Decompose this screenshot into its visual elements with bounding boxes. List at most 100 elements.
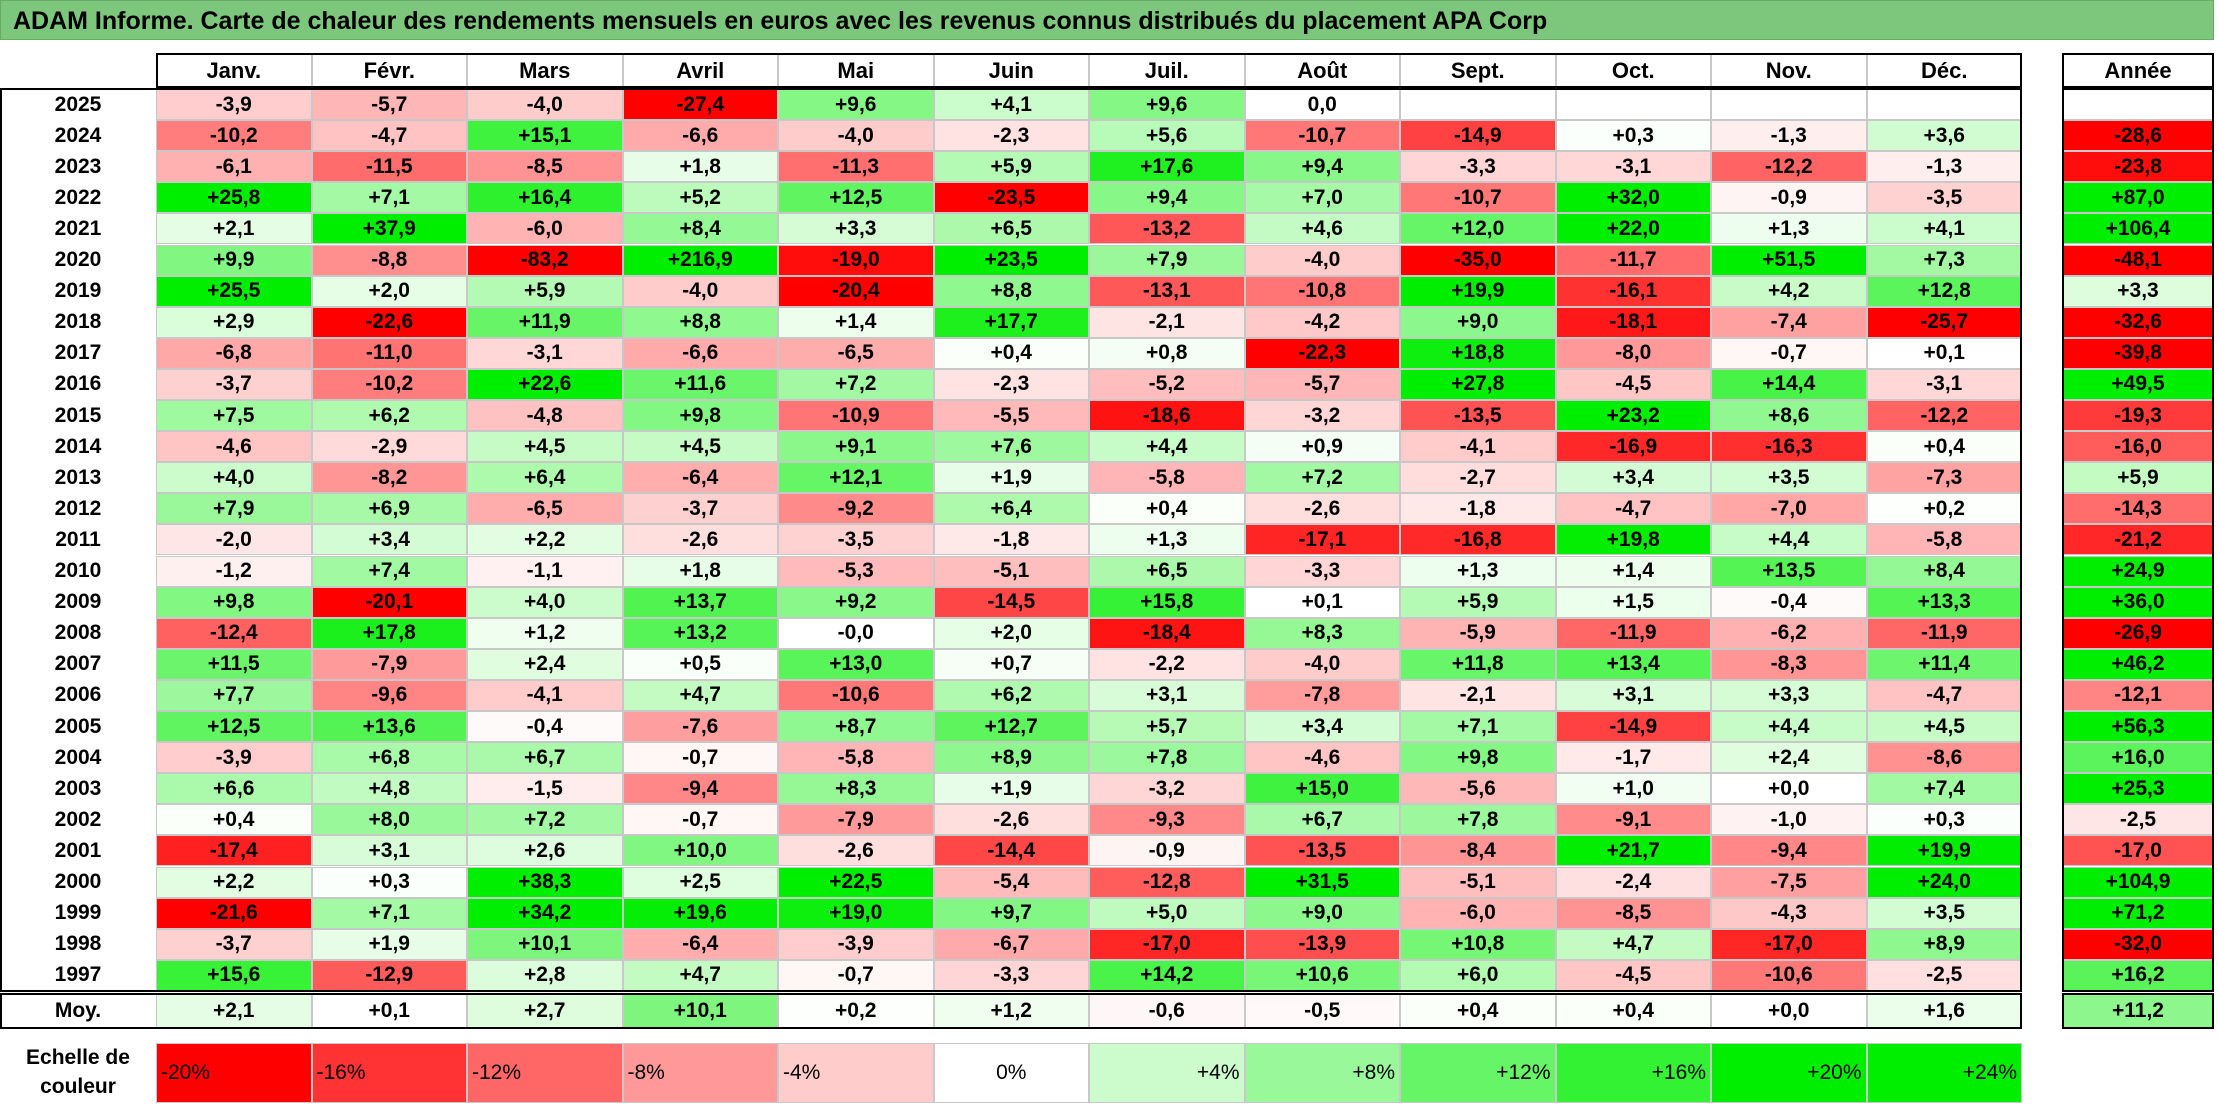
row-year-label: 2004	[54, 745, 102, 769]
heatmap-cell: -4,5	[1555, 959, 1711, 991]
heatmap-cell: -0,4	[467, 711, 623, 743]
scale-label-line1: Echelle de	[26, 1046, 130, 1069]
average-cell: -0,6	[1089, 994, 1245, 1028]
row-year-label: 2017	[54, 341, 102, 365]
heatmap-cell: -13,5	[1244, 835, 1400, 867]
heatmap-cell: +3,4	[1244, 711, 1400, 743]
heatmap-cell: -23,5	[933, 182, 1089, 214]
heatmap-cell: +19,8	[1555, 524, 1711, 556]
heatmap-cell: +4,6	[1244, 213, 1400, 245]
column-header: Mai	[778, 53, 934, 88]
heatmap-cell: +3,1	[1089, 679, 1245, 711]
heatmap-cell: -13,1	[1089, 275, 1245, 307]
heatmap-cell: +0,0	[1711, 773, 1867, 805]
heatmap-cell: +3,4	[1555, 462, 1711, 494]
heatmap-cell: +5,2	[622, 182, 778, 214]
heatmap-cell: -8,0	[1555, 337, 1711, 369]
heatmap-cell: -4,2	[1244, 306, 1400, 338]
heatmap-cell: +37,9	[311, 213, 467, 245]
heatmap-cell: +1,4	[1555, 555, 1711, 587]
row-year-label: 2011	[55, 527, 101, 551]
heatmap-cell: -9,4	[1711, 835, 1867, 867]
heatmap-cell: +7,2	[1244, 462, 1400, 494]
column-header: Mars	[467, 53, 623, 88]
heatmap-cell: -5,3	[778, 555, 934, 587]
heatmap-cell: -5,4	[933, 866, 1089, 898]
row-year-label: 2013	[54, 465, 102, 489]
heatmap-cell: +3,5	[1711, 462, 1867, 494]
heatmap-cell: +9,8	[156, 586, 312, 618]
heatmap-cell: -4,6	[1244, 742, 1400, 774]
heatmap-cell: -1,1	[467, 555, 623, 587]
heatmap-cell: -83,2	[467, 244, 623, 276]
heatmap-cell: +10,1	[467, 928, 623, 960]
heatmap-cell: +24,0	[1866, 866, 2022, 898]
heatmap-cell: +4,8	[311, 773, 467, 805]
heatmap-cell: -6,6	[622, 337, 778, 369]
heatmap-cell: -18,4	[1089, 617, 1245, 649]
heatmap-cell: +19,6	[622, 897, 778, 929]
heatmap-cell: +11,9	[467, 306, 623, 338]
heatmap-cell: +12,5	[156, 711, 312, 743]
heatmap-cell: +9,4	[1244, 151, 1400, 183]
heatmap-cell: -17,1	[1244, 524, 1400, 556]
heatmap-cell: +3,4	[311, 524, 467, 556]
heatmap-cell: -16,1	[1555, 275, 1711, 307]
heatmap-cell: +32,0	[1555, 182, 1711, 214]
heatmap-cell: -11,3	[778, 151, 934, 183]
heatmap-cell: +22,6	[467, 368, 623, 400]
heatmap-cell: +0,8	[1089, 337, 1245, 369]
heatmap-cell: -5,5	[933, 400, 1089, 432]
heatmap-cell: +27,8	[1400, 368, 1556, 400]
heatmap-cell: -27,4	[622, 89, 778, 121]
heatmap-cell: -3,9	[778, 928, 934, 960]
heatmap-cell: +9,6	[1089, 89, 1245, 121]
heatmap-cell: -4,1	[1400, 431, 1556, 463]
row-year-label: 2009	[54, 590, 102, 614]
scale-label: Echelle de couleur	[0, 1043, 156, 1103]
scale-cell: +12%	[1400, 1043, 1556, 1103]
heatmap-cell: +0,4	[933, 337, 1089, 369]
heatmap-cell: +0,3	[1866, 804, 2022, 836]
column-header: Févr.	[311, 53, 467, 88]
heatmap-cell: +3,3	[778, 213, 934, 245]
heatmap-cell: +6,6	[156, 773, 312, 805]
heatmap-cell: +9,0	[1244, 897, 1400, 929]
heatmap-cell: +9,0	[1400, 306, 1556, 338]
heatmap-cell: -6,1	[156, 151, 312, 183]
heatmap-cell: -10,2	[156, 120, 312, 152]
heatmap-cell: -4,7	[311, 120, 467, 152]
scale-cell: -20%	[156, 1043, 312, 1103]
heatmap-cell: +1,9	[933, 462, 1089, 494]
heatmap-cell: -14,9	[1555, 711, 1711, 743]
heatmap-cell: +0,1	[1866, 337, 2022, 369]
heatmap-cell: -1,2	[156, 555, 312, 587]
heatmap-cell: +8,9	[1866, 928, 2022, 960]
heatmap-cell: -5,8	[778, 742, 934, 774]
heatmap-cell: -2,6	[622, 524, 778, 556]
heatmap-cell: -2,6	[933, 804, 1089, 836]
annual-cell: -23,8	[2062, 151, 2214, 183]
heatmap-cell: +4,5	[467, 431, 623, 463]
row-year-label: 2022	[54, 185, 102, 209]
heatmap-cell: +2,2	[156, 866, 312, 898]
column-header: Nov.	[1711, 53, 1867, 88]
heatmap-cell: +11,5	[156, 648, 312, 680]
heatmap-cell: -14,9	[1400, 120, 1556, 152]
row-year-label: 2008	[54, 621, 102, 645]
heatmap-cell: +11,6	[622, 368, 778, 400]
heatmap-cell: -12,2	[1711, 151, 1867, 183]
heatmap-cell: +22,5	[778, 866, 934, 898]
annual-cell: -16,0	[2062, 431, 2214, 463]
heatmap-cell: +3,3	[1711, 679, 1867, 711]
heatmap-cell: -8,4	[1400, 835, 1556, 867]
heatmap-cell	[1555, 89, 1711, 121]
annual-cell: -32,6	[2062, 306, 2214, 338]
heatmap-cell: -1,0	[1711, 804, 1867, 836]
heatmap-cell: -4,0	[467, 89, 623, 121]
row-year-label: 2016	[54, 372, 102, 396]
scale-cell: -16%	[311, 1043, 467, 1103]
heatmap-cell: +0,4	[156, 804, 312, 836]
heatmap-cell: +7,2	[467, 804, 623, 836]
heatmap-cell: -2,6	[1244, 493, 1400, 525]
